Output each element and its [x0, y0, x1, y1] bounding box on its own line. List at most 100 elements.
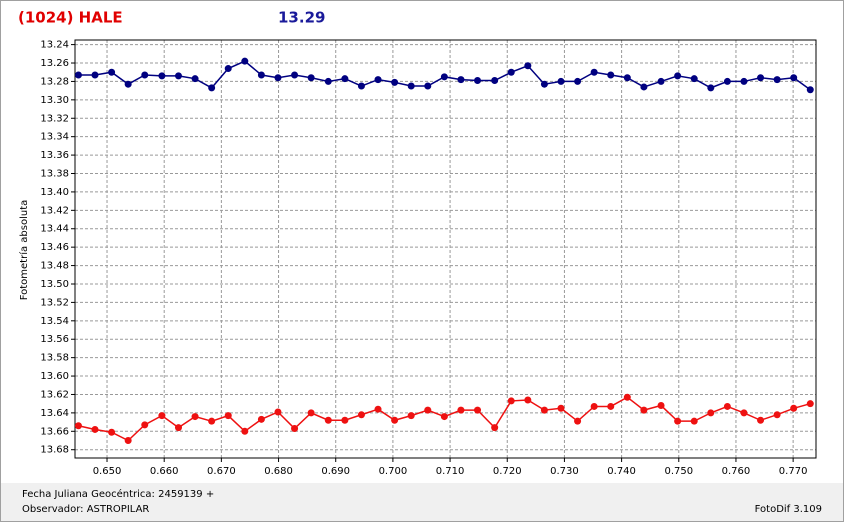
data-point: [158, 412, 166, 420]
data-point: [391, 416, 399, 424]
y-tick-label: 13.34: [40, 132, 69, 143]
data-point: [607, 402, 615, 410]
y-tick-label: 13.50: [40, 279, 69, 290]
y-tick-label: 13.30: [40, 95, 69, 106]
data-point: [374, 76, 382, 84]
data-point: [91, 425, 99, 433]
data-point: [723, 77, 731, 85]
data-point: [773, 76, 781, 84]
x-tick-label: 0.670: [207, 466, 236, 477]
data-point: [757, 416, 765, 424]
data-point: [274, 74, 282, 82]
data-point: [690, 417, 698, 425]
data-point: [491, 77, 499, 85]
data-point: [524, 396, 532, 404]
data-point: [607, 71, 615, 79]
x-tick-label: 0.730: [550, 466, 579, 477]
data-point: [108, 68, 116, 76]
data-point: [124, 80, 132, 88]
data-point: [208, 417, 216, 425]
data-point: [291, 71, 299, 79]
data-point: [474, 406, 482, 414]
data-point: [241, 427, 249, 435]
data-point: [524, 62, 532, 70]
data-point: [74, 422, 82, 430]
data-point: [557, 404, 565, 412]
x-tick-label: 0.720: [493, 466, 522, 477]
data-point: [108, 428, 116, 436]
data-point: [341, 416, 349, 424]
data-point: [158, 72, 166, 80]
data-point: [440, 413, 448, 421]
y-tick-label: 13.26: [40, 58, 69, 69]
y-tick-label: 13.64: [40, 408, 69, 419]
data-point: [424, 82, 432, 90]
data-point: [740, 77, 748, 85]
data-point: [740, 409, 748, 417]
x-tick-label: 0.690: [321, 466, 350, 477]
data-point: [707, 84, 715, 92]
y-tick-label: 13.32: [40, 113, 69, 124]
y-tick-label: 13.28: [40, 76, 69, 87]
software: FotoDif 3.109: [755, 504, 822, 515]
x-tick-label: 0.710: [436, 466, 465, 477]
data-point: [657, 77, 665, 85]
data-point: [557, 77, 565, 85]
x-axis-label: Fecha Juliana Geocéntrica: 2459139 +: [22, 488, 214, 500]
data-point: [141, 421, 149, 429]
data-point: [191, 413, 199, 421]
data-point: [757, 74, 765, 82]
chart-title: (1024) HALE: [18, 9, 123, 27]
data-point: [357, 411, 365, 419]
data-point: [690, 75, 698, 83]
data-point: [141, 71, 149, 79]
data-point: [257, 71, 265, 79]
data-point: [540, 80, 548, 88]
y-tick-label: 13.48: [40, 261, 69, 272]
x-tick-label: 0.680: [264, 466, 293, 477]
data-point: [457, 76, 465, 84]
y-tick-label: 13.38: [40, 169, 69, 180]
data-point: [623, 393, 631, 401]
data-point: [574, 77, 582, 85]
y-tick-label: 13.62: [40, 389, 69, 400]
x-tick-label: 0.760: [722, 466, 751, 477]
data-point: [623, 74, 631, 82]
data-point: [191, 75, 199, 83]
data-point: [790, 74, 798, 82]
data-point: [174, 424, 182, 432]
data-point: [357, 82, 365, 90]
data-point: [491, 424, 499, 432]
y-tick-label: 13.44: [40, 224, 69, 235]
data-point: [91, 71, 99, 79]
data-point: [440, 73, 448, 81]
observer: Observador: ASTROPILAR: [22, 504, 149, 515]
data-point: [307, 409, 315, 417]
y-tick-label: 13.46: [40, 242, 69, 253]
data-point: [723, 402, 731, 410]
data-point: [257, 415, 265, 423]
data-point: [241, 57, 249, 65]
chart-subtitle: 13.29: [278, 9, 325, 27]
data-point: [507, 68, 515, 76]
data-point: [424, 406, 432, 414]
data-point: [574, 417, 582, 425]
data-point: [74, 71, 82, 79]
y-tick-label: 13.54: [40, 316, 69, 327]
y-tick-label: 13.58: [40, 353, 69, 364]
y-tick-label: 13.24: [40, 40, 69, 51]
data-point: [124, 437, 132, 445]
data-point: [806, 86, 814, 94]
data-point: [540, 406, 548, 414]
data-point: [407, 82, 415, 90]
y-tick-label: 13.66: [40, 426, 69, 437]
data-point: [640, 406, 648, 414]
data-point: [407, 412, 415, 420]
data-point: [640, 83, 648, 91]
data-point: [590, 68, 598, 76]
y-tick-label: 13.52: [40, 297, 69, 308]
data-point: [674, 72, 682, 80]
data-point: [806, 400, 814, 408]
